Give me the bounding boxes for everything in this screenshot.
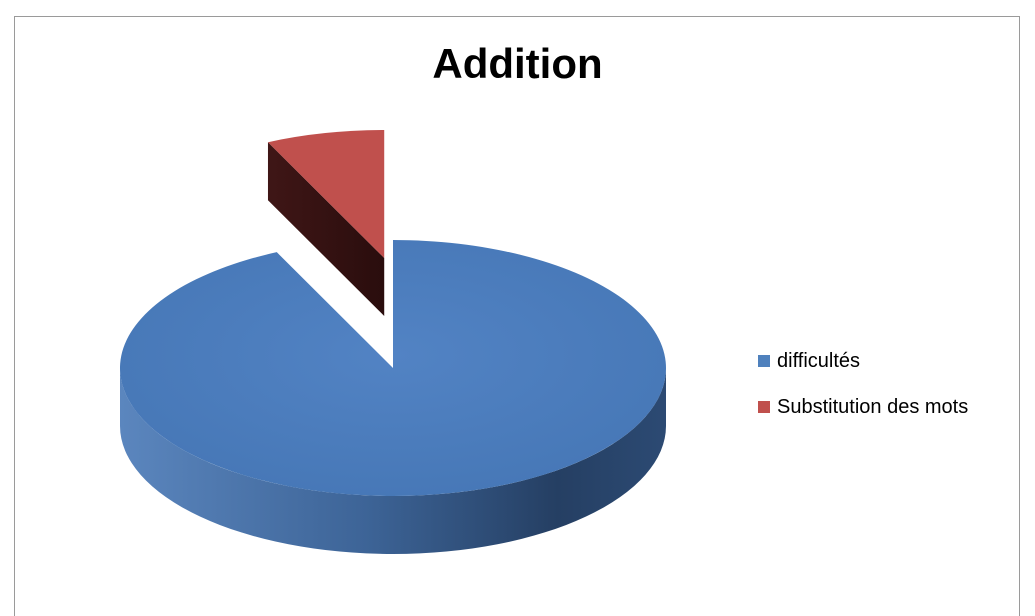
legend-label-difficultes: difficultés: [777, 349, 861, 372]
slice-side-difficultes: [120, 368, 666, 554]
slice-substitution-des-mots: [267, 130, 385, 259]
legend-swatch-difficultes: [758, 355, 770, 367]
legend-item-substitution: Substitution des mots: [758, 394, 968, 420]
chart-title: Addition: [432, 40, 603, 87]
legend: difficultés Substitution des mots: [758, 348, 968, 440]
legend-swatch-substitution: [758, 401, 770, 413]
legend-label-substitution: Substitution des mots: [777, 395, 969, 418]
legend-item-difficultes: difficultés: [758, 348, 968, 374]
slice-side-substitution: [267, 142, 385, 317]
slice-difficultes: [119, 240, 667, 496]
